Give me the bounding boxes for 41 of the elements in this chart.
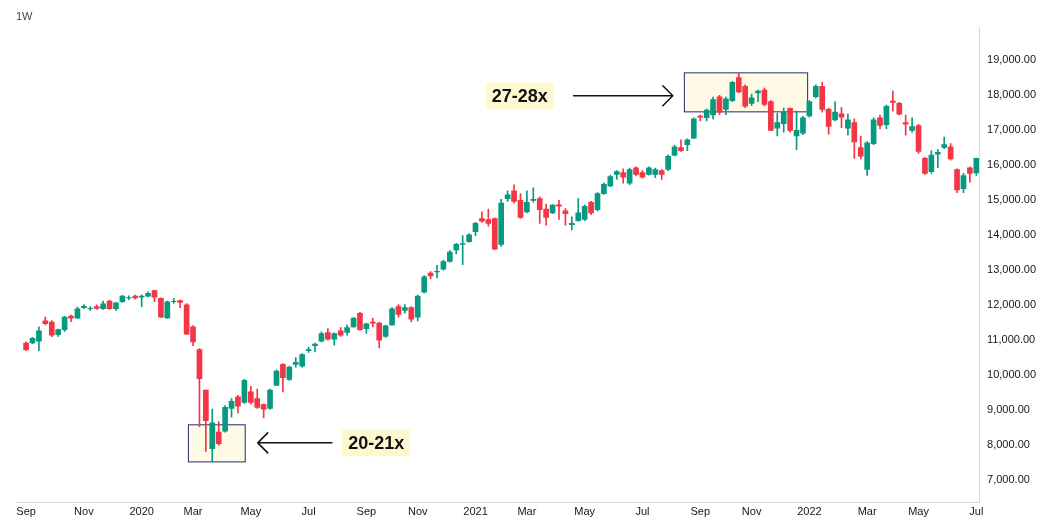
x-tick-label: Sep: [690, 505, 711, 518]
x-tick-label: Jul: [635, 505, 650, 518]
x-tick-label: 2022: [797, 505, 822, 518]
y-tick-label: 11,000.00: [987, 333, 1036, 346]
y-tick-label: 17,000.00: [987, 123, 1036, 136]
candlestick: [569, 216, 575, 231]
x-tick-label: Sep: [16, 505, 36, 518]
y-tick-label: 19,000.00: [987, 53, 1036, 66]
candlestick: [678, 139, 684, 152]
x-tick-label: 2020: [129, 505, 154, 518]
x-tick-label: May: [240, 505, 262, 518]
x-tick-label: 2021: [463, 505, 488, 518]
chart-title: 1W: [16, 9, 34, 22]
y-tick-label: 8,000.00: [987, 438, 1030, 451]
x-tick-label: May: [574, 505, 596, 518]
x-tick-label: Mar: [857, 505, 877, 518]
candlestick: [87, 306, 94, 311]
y-tick-label: 14,000.00: [987, 228, 1036, 241]
x-tick-label: Nov: [741, 505, 762, 518]
y-tick-label: 13,000.00: [987, 263, 1036, 276]
y-tick-label: 18,000.00: [987, 88, 1036, 101]
y-tick-label: 16,000.00: [987, 158, 1036, 171]
annotation: 20-21x: [342, 429, 411, 457]
candlestick: [530, 187, 537, 203]
candlestick: [902, 114, 909, 136]
x-tick-label: Mar: [517, 505, 537, 518]
x-tick-label: Nov: [407, 505, 429, 518]
x-tick-label: Jul: [969, 505, 984, 518]
x-tick-label: Sep: [356, 505, 377, 518]
candlestick: [890, 90, 896, 112]
y-tick-label: 10,000.00: [987, 368, 1036, 381]
x-tick-label: Mar: [183, 505, 203, 518]
y-tick-label: 12,000.00: [987, 298, 1036, 311]
y-tick-label: 9,000.00: [987, 403, 1030, 416]
x-tick-label: May: [908, 505, 930, 518]
y-tick-label: 15,000.00: [987, 193, 1036, 206]
annotation: 27-28x: [485, 82, 554, 110]
candlestick: [556, 199, 562, 220]
x-tick-label: Nov: [74, 505, 95, 518]
x-tick-label: Jul: [301, 505, 316, 518]
y-tick-label: 7,000.00: [987, 473, 1030, 486]
